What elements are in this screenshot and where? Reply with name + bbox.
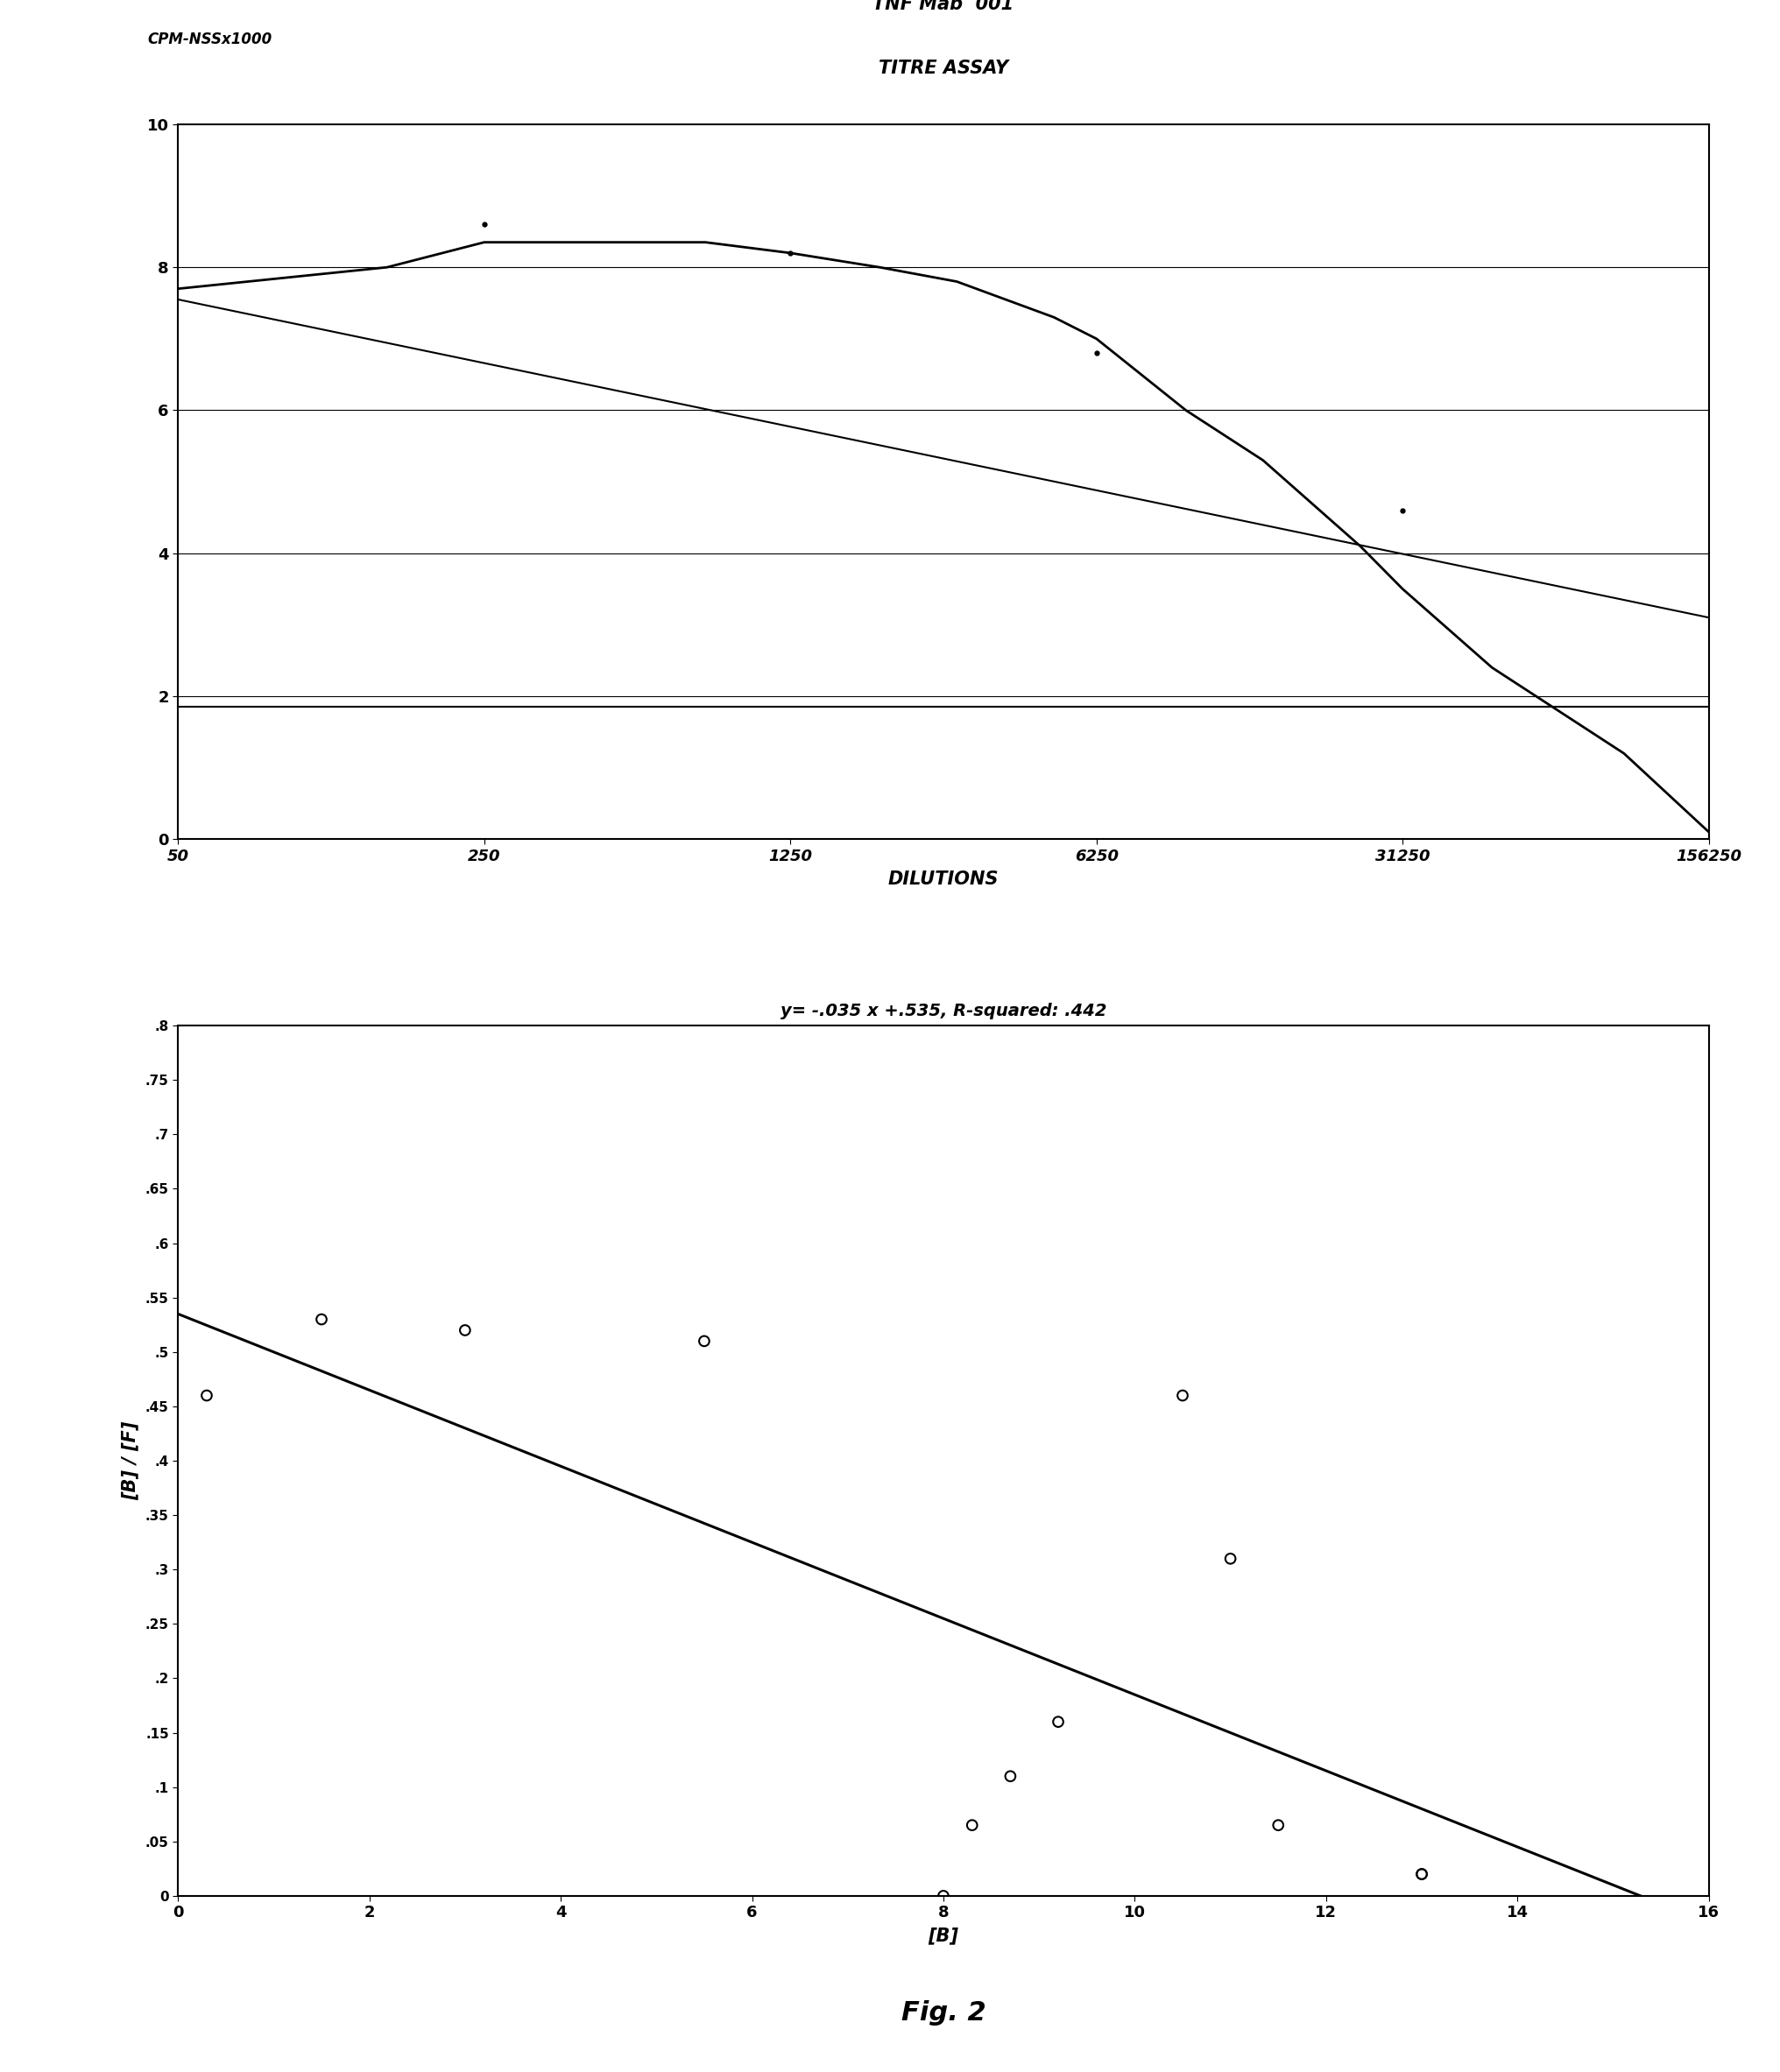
- Point: [691, 1324, 719, 1357]
- Point: [1168, 1380, 1196, 1413]
- X-axis label: [B]: [B]: [927, 1927, 959, 1944]
- Point: [1043, 1705, 1072, 1738]
- Text: CPM-NSSx1000: CPM-NSSx1000: [148, 31, 272, 48]
- Point: [997, 1759, 1025, 1792]
- Title: y= -.035 x +.535, R-squared: .442: y= -.035 x +.535, R-squared: .442: [780, 1003, 1107, 1019]
- Point: [308, 1303, 336, 1336]
- Point: [192, 1380, 221, 1413]
- Point: [1408, 1857, 1436, 1890]
- Text: TITRE ASSAY: TITRE ASSAY: [879, 60, 1007, 77]
- X-axis label: DILUTIONS: DILUTIONS: [888, 870, 999, 887]
- Point: [1264, 1809, 1292, 1842]
- Point: [1408, 1857, 1436, 1890]
- Y-axis label: [B] / [F]: [B] / [F]: [121, 1421, 139, 1500]
- Point: [1216, 1542, 1244, 1575]
- Text: Fig. 1: Fig. 1: [904, 1040, 983, 1063]
- Text: TNF Mab  001: TNF Mab 001: [872, 0, 1015, 12]
- Text: Fig. 2: Fig. 2: [901, 1999, 986, 2026]
- Point: [958, 1809, 986, 1842]
- Point: [450, 1314, 479, 1347]
- Point: [929, 1879, 958, 1912]
- Text: LEGEND:  -·-  TNF 001: LEGEND: -·- TNF 001: [224, 1040, 415, 1055]
